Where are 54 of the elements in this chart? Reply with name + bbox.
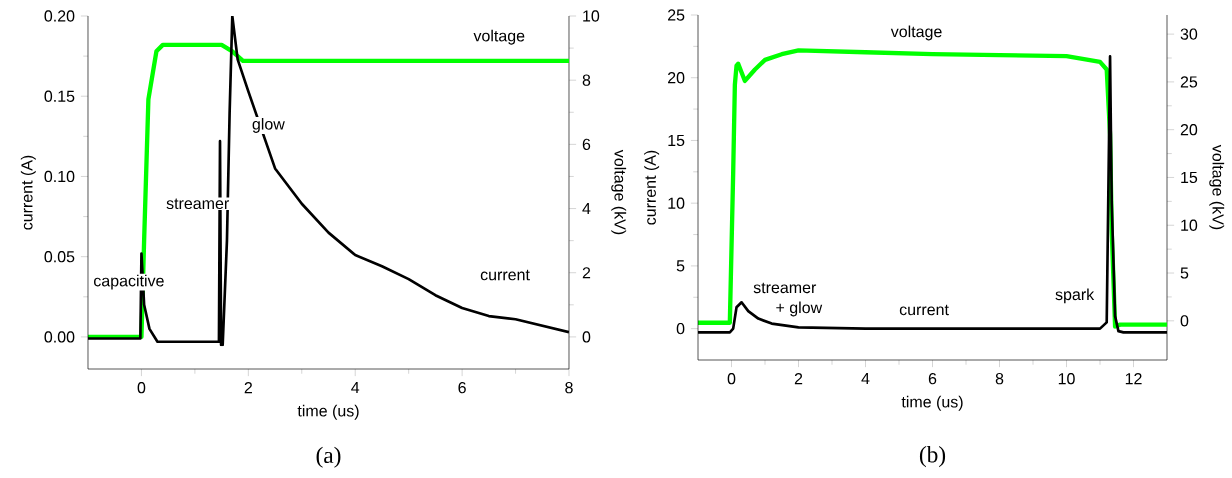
x-tick-label: 6 — [928, 373, 937, 385]
text: (a) — [316, 446, 341, 468]
y-tick-label: 15 — [668, 134, 685, 147]
x-tick-label: 6 — [458, 382, 466, 394]
annotation: streamer — [166, 198, 229, 210]
y2-tick-label: 4 — [582, 203, 591, 215]
annotation: + glow — [776, 301, 823, 317]
x-tick-label: 8 — [995, 373, 1004, 385]
annotation: voltage — [890, 25, 942, 41]
y2-tick-label: 2 — [582, 267, 591, 279]
annotation: voltage — [473, 29, 525, 45]
y2-tick-label: 6 — [582, 138, 591, 151]
x-axis-title: time (us) — [297, 404, 359, 420]
y-axis-title: current (A) — [20, 155, 36, 230]
annotation: streamer — [753, 282, 817, 294]
y2-axis-title: voltage (kV) — [611, 149, 627, 235]
x-tick-label: 8 — [565, 382, 573, 394]
x-tick-label: 0 — [137, 382, 146, 394]
y-tick-label: 0.05 — [44, 251, 75, 263]
annotation: spark — [1055, 288, 1095, 304]
y2-tick-label: 30 — [1180, 28, 1198, 40]
annotation: current — [480, 269, 530, 281]
y-tick-label: 0.10 — [44, 170, 75, 183]
y-tick-label: 0.20 — [44, 10, 75, 22]
x-tick-label: 10 — [1058, 373, 1075, 385]
annotation: current — [899, 304, 949, 316]
y-tick-label: 5 — [676, 260, 685, 272]
y-tick-label: 0.15 — [44, 90, 75, 102]
x-tick-label: 2 — [794, 373, 803, 385]
x-tick-label: 4 — [861, 373, 870, 385]
x-tick-label: 0 — [727, 373, 736, 385]
y-tick-label: 20 — [668, 72, 685, 84]
y-tick-label: 10 — [668, 197, 685, 209]
annotation: glow — [252, 117, 285, 133]
text: (b) — [919, 446, 946, 468]
x-tick-label: 2 — [244, 382, 252, 394]
y2-tick-label: 0 — [582, 331, 591, 343]
y-tick-label: 25 — [668, 9, 685, 21]
y2-tick-label: 15 — [1181, 171, 1198, 184]
y-tick-label: 0.00 — [44, 331, 75, 343]
y2-tick-label: 25 — [1180, 76, 1198, 88]
y-tick-label: 0 — [676, 322, 685, 335]
y2-axis-title: voltage (kV) — [1209, 144, 1225, 230]
x-tick-label: 12 — [1125, 373, 1142, 385]
x-tick-label: 4 — [351, 382, 360, 394]
y-axis-title: current (A) — [644, 150, 660, 225]
y2-tick-label: 10 — [583, 10, 600, 22]
y2-tick-label: 20 — [1180, 124, 1198, 136]
x-axis-title: time (us) — [901, 395, 963, 411]
y2-tick-label: 5 — [1180, 267, 1189, 279]
y2-tick-label: 0 — [1180, 315, 1189, 327]
y2-tick-label: 8 — [582, 74, 591, 86]
annotation: capacitive — [93, 274, 164, 290]
y2-tick-label: 10 — [1181, 219, 1198, 231]
